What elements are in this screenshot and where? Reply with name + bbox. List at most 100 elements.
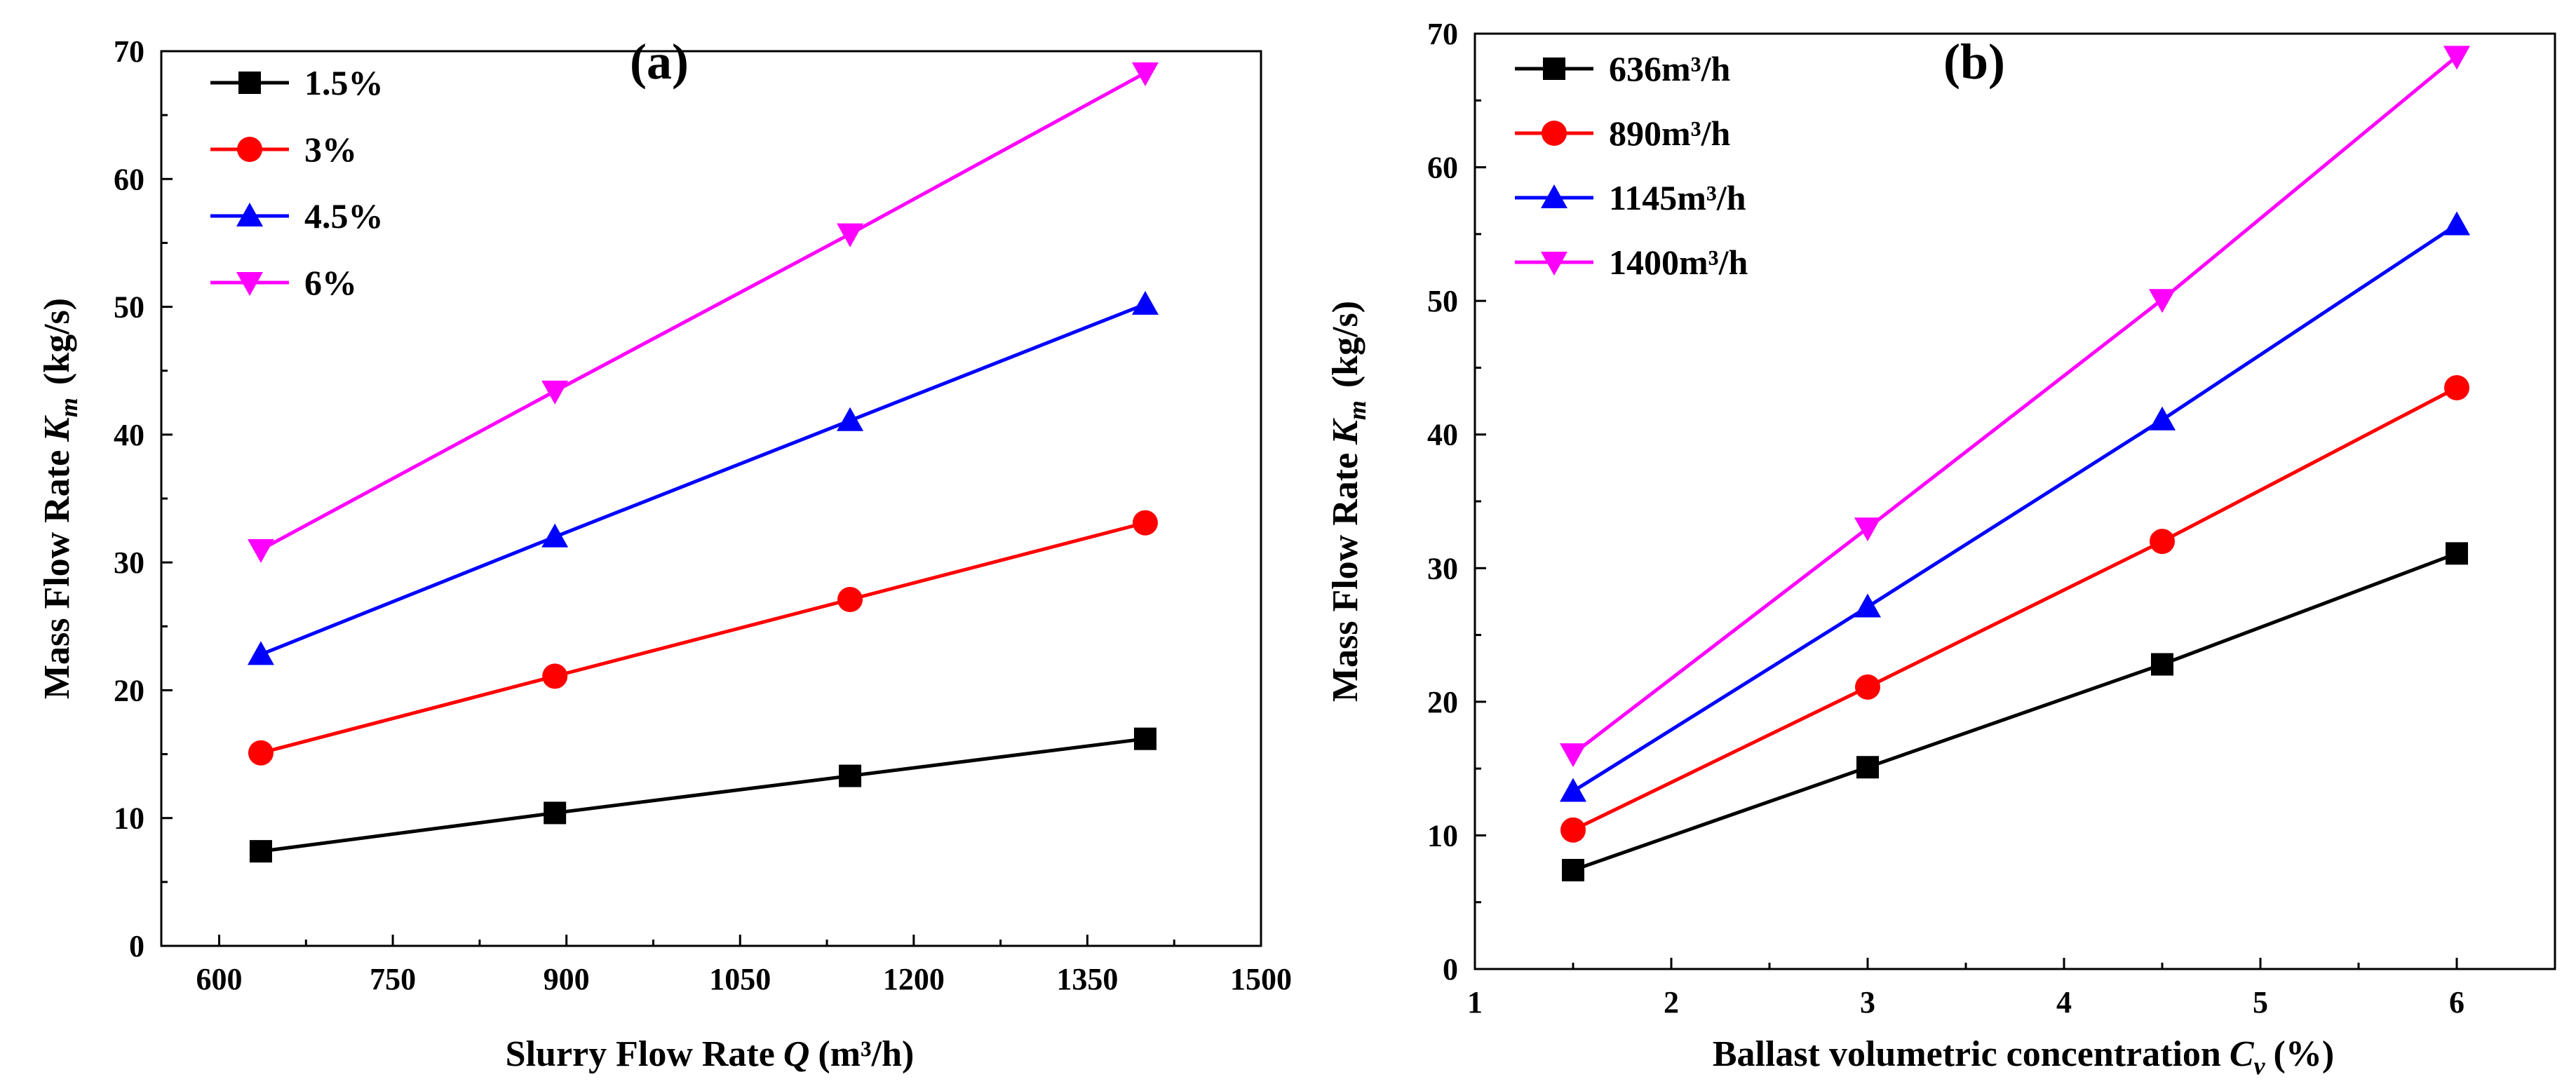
data-point [544, 801, 567, 825]
y-tick-label: 40 [114, 418, 144, 452]
data-point [1132, 510, 1158, 536]
data-point [1131, 62, 1159, 86]
legend-label: 1.5% [304, 63, 384, 102]
legend-marker [1541, 252, 1567, 276]
x-tick-label: 600 [196, 962, 243, 996]
x-tick-label: 4 [2056, 985, 2072, 1019]
legend-marker [236, 203, 263, 226]
data-point [1854, 517, 1881, 542]
data-point [247, 641, 274, 665]
data-point [837, 223, 864, 248]
y-tick-label: 10 [114, 801, 144, 836]
plot-frame [160, 50, 1262, 947]
y-tick-label: 70 [114, 34, 144, 69]
y-tick-label: 0 [1443, 952, 1458, 987]
series-b-3 [1560, 46, 2470, 768]
series-b-0 [1562, 542, 2468, 881]
data-point [2151, 653, 2173, 676]
data-point [249, 840, 272, 863]
legend-marker [236, 272, 263, 296]
legend-marker [237, 137, 262, 162]
data-point [1131, 290, 1159, 315]
data-point [2149, 406, 2176, 431]
x-tick-label: 750 [370, 962, 416, 996]
y-tick-label: 10 [1427, 818, 1458, 853]
legend-label: 1145m³/h [1609, 178, 1746, 217]
y-tick-label: 20 [1427, 685, 1458, 719]
series-a-2 [247, 290, 1159, 665]
data-point [1856, 756, 1879, 779]
data-point [2444, 375, 2469, 401]
data-point [1562, 858, 1584, 881]
x-tick-label: 1050 [709, 962, 771, 996]
data-point [1560, 778, 1586, 802]
legend-label: 4.5% [304, 196, 384, 236]
legend-label: 636m³/h [1609, 49, 1731, 88]
data-point [839, 764, 862, 787]
x-tick-label: 3 [1860, 985, 1875, 1019]
data-point [541, 380, 569, 405]
series-line [1572, 55, 2458, 756]
series-line [260, 737, 1146, 853]
y-tick-label: 30 [114, 546, 144, 580]
data-point [248, 740, 274, 766]
chart-panel-a: 0 10 20 30 40 50 60 70 600 750 900 1050 1200 1350 1500… [37, 34, 1292, 1074]
legend-marker [1542, 121, 1567, 146]
data-point [2149, 289, 2176, 313]
legend-marker [238, 72, 261, 94]
y-tick-label: 50 [1427, 284, 1458, 318]
y-tick-label: 30 [1427, 551, 1458, 585]
data-point [837, 407, 864, 431]
y-tick-label: 70 [1427, 17, 1458, 51]
y-axis-label: Mass Flow RateKm(kg/s) [1326, 301, 1371, 702]
series-line [1572, 386, 2458, 832]
legend: 636m³/h 890m³/h 1145m³/h 1400m³/h [1515, 49, 1748, 282]
y-tick-label: 40 [1427, 418, 1458, 452]
data-point [2443, 211, 2470, 236]
series-a-1 [248, 510, 1158, 766]
data-point [541, 523, 569, 548]
chart-panel-b: 0 10 20 30 40 50 60 70 1 2 3 4 5 6 636m³/h 890m³/h 1145m… [1326, 17, 2556, 1080]
data-point [1854, 593, 1881, 618]
legend-label: 1400m³/h [1609, 243, 1748, 282]
series-line [260, 521, 1146, 755]
legend-marker [1541, 184, 1567, 208]
x-tick-label: 2 [1664, 985, 1679, 1019]
x-tick-label: 1200 [883, 962, 945, 996]
data-point [1133, 727, 1156, 750]
series-line [260, 302, 1146, 656]
legend-marker [1543, 57, 1565, 80]
panel-label: (b) [1943, 34, 2005, 90]
data-point [2443, 46, 2470, 70]
legend: 1.5% 3% 4.5% 6% [210, 63, 384, 302]
x-tick-label: 1500 [1230, 962, 1292, 996]
data-point [1855, 674, 1880, 700]
y-axis-label: Mass Flow RateKm(kg/s) [37, 298, 83, 699]
legend-label: 6% [304, 263, 357, 302]
x-tick-label: 5 [2253, 985, 2268, 1019]
series-a-0 [249, 727, 1156, 863]
data-point [247, 538, 274, 563]
series-b-2 [1560, 211, 2470, 802]
x-axis-label: Slurry Flow Rate Q (m³/h) [506, 1034, 915, 1074]
data-point [542, 663, 568, 689]
series-line [259, 71, 1147, 552]
data-point [2150, 529, 2175, 555]
x-tick-label: 1 [1467, 985, 1483, 1019]
series-line [1572, 223, 2458, 793]
legend-label: 890m³/h [1609, 114, 1731, 153]
plot-frame [1474, 32, 2556, 970]
y-tick-label: 50 [114, 290, 144, 325]
data-point [2446, 542, 2468, 565]
series-line [1572, 551, 2457, 872]
y-tick-label: 60 [114, 162, 144, 196]
x-tick-label: 900 [544, 962, 590, 996]
y-tick-label: 0 [129, 929, 144, 963]
data-point [1560, 743, 1586, 768]
data-point [837, 587, 863, 613]
y-tick-label: 20 [114, 673, 144, 707]
x-axis-label: Ballast volumetric concentration Cv (%) [1713, 1034, 2334, 1080]
panel-label: (a) [630, 34, 689, 90]
y-tick-label: 60 [1427, 151, 1458, 185]
